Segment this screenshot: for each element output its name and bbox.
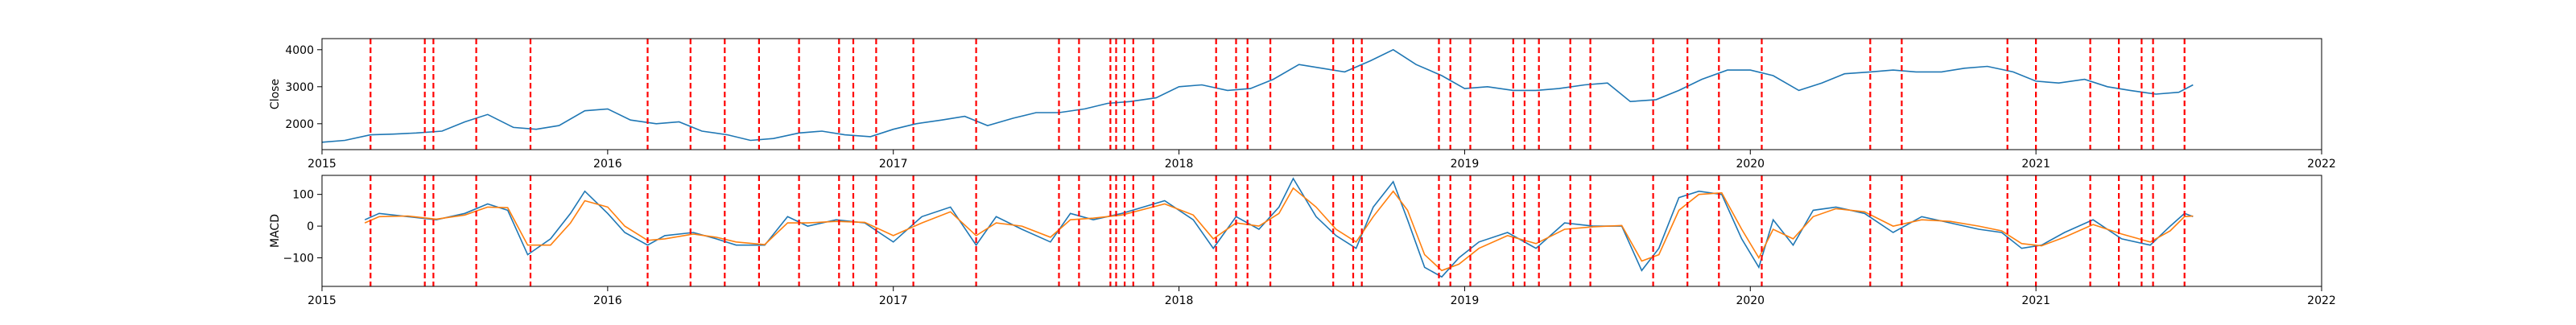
y-tick-label: 2000 [285, 118, 314, 131]
y-tick-label: −100 [283, 253, 314, 265]
axes-frame [321, 175, 2322, 287]
y-tick-label: 100 [292, 189, 314, 202]
x-tick-label: 2022 [2307, 294, 2336, 307]
x-tick-label: 2017 [879, 294, 908, 307]
signal-series-line [364, 187, 2194, 272]
macd-panel: 2015 2016 2017 2018 2019 2020 2021 2022 −100 0 100… [269, 175, 2336, 307]
y-tick-label: 0 [307, 220, 314, 233]
y-tick-label: 4000 [285, 44, 314, 57]
x-tick-label: 2022 [2307, 158, 2336, 171]
y-axis-label: Close [269, 79, 282, 109]
x-tick-label: 2018 [1165, 158, 1194, 171]
x-tick-label: 2020 [1736, 294, 1765, 307]
x-tick-label: 2019 [1451, 158, 1480, 171]
x-tick-label: 2016 [593, 294, 622, 307]
x-tick-label: 2021 [2021, 158, 2050, 171]
y-tick-label: 3000 [285, 81, 314, 94]
axes-frame [321, 38, 2322, 150]
x-tick-label: 2019 [1451, 294, 1480, 307]
x-tick-label: 2015 [308, 294, 336, 307]
close-series-line [321, 48, 2194, 143]
x-tick-label: 2015 [308, 158, 336, 171]
x-tick-label: 2016 [593, 158, 622, 171]
x-tick-label: 2018 [1165, 294, 1194, 307]
x-tick-label: 2021 [2021, 294, 2050, 307]
macd-series-line [364, 177, 2194, 278]
x-tick-label: 2020 [1736, 158, 1765, 171]
y-axis-label: MACD [269, 214, 282, 248]
x-tick-label: 2017 [879, 158, 908, 171]
close-panel: 2015 2016 2017 2018 2019 2020 2021 2022 2000 3000… [269, 38, 2336, 171]
